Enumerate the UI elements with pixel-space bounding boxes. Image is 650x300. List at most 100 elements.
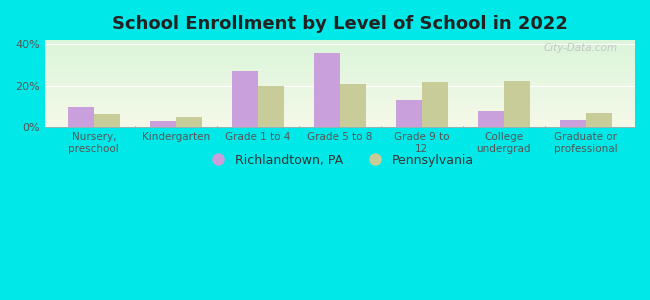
Bar [45, 82, 635, 83]
Bar [45, 79, 635, 80]
Bar [45, 114, 635, 115]
Bar [94, 114, 120, 127]
Bar [478, 111, 504, 127]
Bar [45, 45, 635, 46]
Bar [396, 100, 422, 127]
Bar [45, 76, 635, 77]
Bar [45, 96, 635, 97]
Bar [586, 113, 612, 127]
Bar [45, 111, 635, 112]
Bar [45, 125, 635, 126]
Legend: Richlandtown, PA, Pennsylvania: Richlandtown, PA, Pennsylvania [200, 148, 479, 172]
Bar [45, 126, 635, 127]
Bar [45, 87, 635, 88]
Bar [45, 51, 635, 52]
Bar [45, 100, 635, 101]
Bar [45, 92, 635, 93]
Bar [45, 67, 635, 68]
Bar [45, 102, 635, 103]
Bar [45, 52, 635, 53]
Bar [45, 55, 635, 56]
Bar [45, 42, 635, 43]
Bar [45, 108, 635, 109]
Bar [150, 121, 176, 127]
Text: City-Data.com: City-Data.com [543, 43, 618, 53]
Bar [45, 50, 635, 51]
Bar [45, 57, 635, 58]
Bar [45, 44, 635, 45]
Bar [45, 120, 635, 121]
Bar [45, 48, 635, 49]
Bar [45, 103, 635, 104]
Bar [45, 91, 635, 92]
Bar [45, 123, 635, 124]
Bar [45, 86, 635, 87]
Bar [45, 77, 635, 78]
Bar [45, 85, 635, 86]
Bar [45, 73, 635, 74]
Bar [45, 61, 635, 62]
Bar [45, 119, 635, 120]
Bar [45, 121, 635, 122]
Bar [45, 94, 635, 95]
Bar [45, 56, 635, 57]
Bar [45, 112, 635, 113]
Bar [258, 86, 284, 127]
Bar [45, 63, 635, 64]
Bar [45, 71, 635, 72]
Bar [45, 41, 635, 42]
Bar [45, 64, 635, 65]
Bar [45, 75, 635, 76]
Bar [231, 71, 258, 127]
Bar [45, 116, 635, 117]
Bar [45, 99, 635, 100]
Title: School Enrollment by Level of School in 2022: School Enrollment by Level of School in … [112, 15, 567, 33]
Bar [45, 84, 635, 85]
Bar [45, 98, 635, 99]
Bar [45, 117, 635, 118]
Bar [68, 106, 94, 127]
Bar [45, 107, 635, 108]
Bar [45, 74, 635, 75]
Bar [45, 68, 635, 69]
Bar [45, 49, 635, 50]
Bar [422, 82, 448, 127]
Bar [45, 47, 635, 48]
Bar [45, 65, 635, 66]
Bar [176, 117, 202, 127]
Bar [45, 104, 635, 105]
Bar [45, 59, 635, 60]
Bar [45, 88, 635, 89]
Bar [45, 60, 635, 61]
Bar [45, 110, 635, 111]
Bar [45, 72, 635, 73]
Bar [45, 113, 635, 114]
Bar [45, 90, 635, 91]
Bar [45, 53, 635, 54]
Bar [45, 61, 635, 62]
Bar [45, 54, 635, 55]
Bar [45, 80, 635, 81]
Bar [45, 69, 635, 70]
Bar [45, 118, 635, 119]
Bar [45, 83, 635, 84]
Bar [313, 52, 340, 127]
Bar [45, 115, 635, 116]
Bar [45, 70, 635, 71]
Bar [504, 81, 530, 127]
Bar [45, 40, 635, 41]
Bar [45, 89, 635, 90]
Bar [45, 124, 635, 125]
Bar [45, 81, 635, 82]
Bar [45, 58, 635, 59]
Bar [45, 106, 635, 107]
Bar [45, 78, 635, 79]
Bar [45, 122, 635, 123]
Bar [45, 62, 635, 63]
Bar [45, 46, 635, 47]
Bar [45, 105, 635, 106]
Bar [560, 120, 586, 127]
Bar [45, 97, 635, 98]
Bar [45, 101, 635, 102]
Bar [45, 95, 635, 96]
